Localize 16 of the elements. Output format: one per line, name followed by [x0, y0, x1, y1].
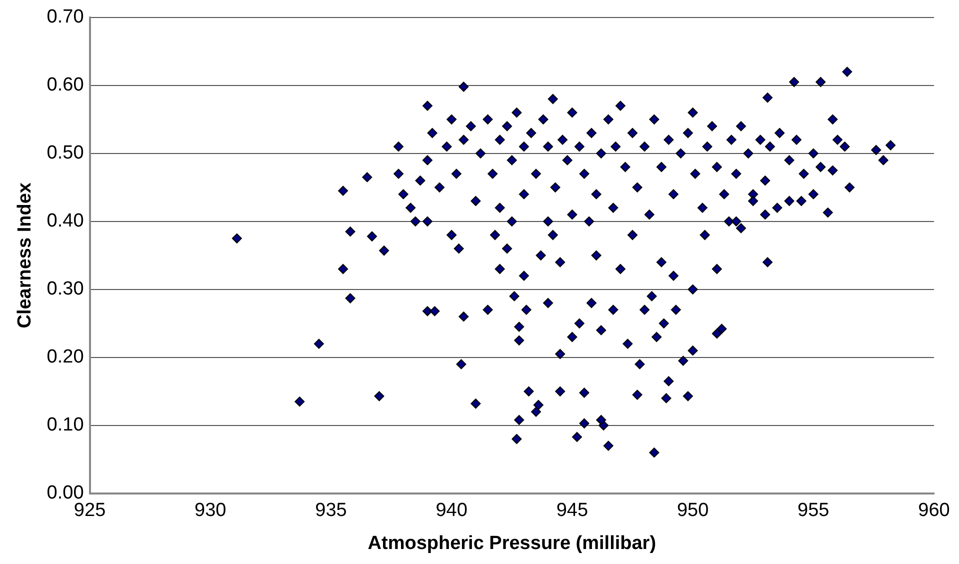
y-tick-label: 0.10 — [46, 414, 84, 436]
y-tick-label: 0.40 — [46, 210, 84, 232]
x-tick-label: 930 — [194, 500, 226, 522]
y-tick-label: 0.30 — [46, 278, 84, 300]
x-axis-title: Atmospheric Pressure (millibar) — [368, 532, 656, 554]
y-axis-title: Clearness Index — [14, 182, 36, 328]
x-tick-label: 960 — [918, 500, 950, 522]
y-tick-label: 0.50 — [46, 142, 84, 164]
x-tick-label: 940 — [436, 500, 468, 522]
x-tick-label: 950 — [676, 500, 709, 522]
y-tick-label: 0.60 — [46, 74, 84, 96]
y-tick-label: 0.20 — [46, 346, 84, 368]
x-tick-label: 945 — [556, 500, 588, 522]
y-tick-label: 0.70 — [46, 6, 84, 28]
x-tick-label: 935 — [315, 500, 347, 522]
x-tick-label: 955 — [798, 500, 830, 522]
